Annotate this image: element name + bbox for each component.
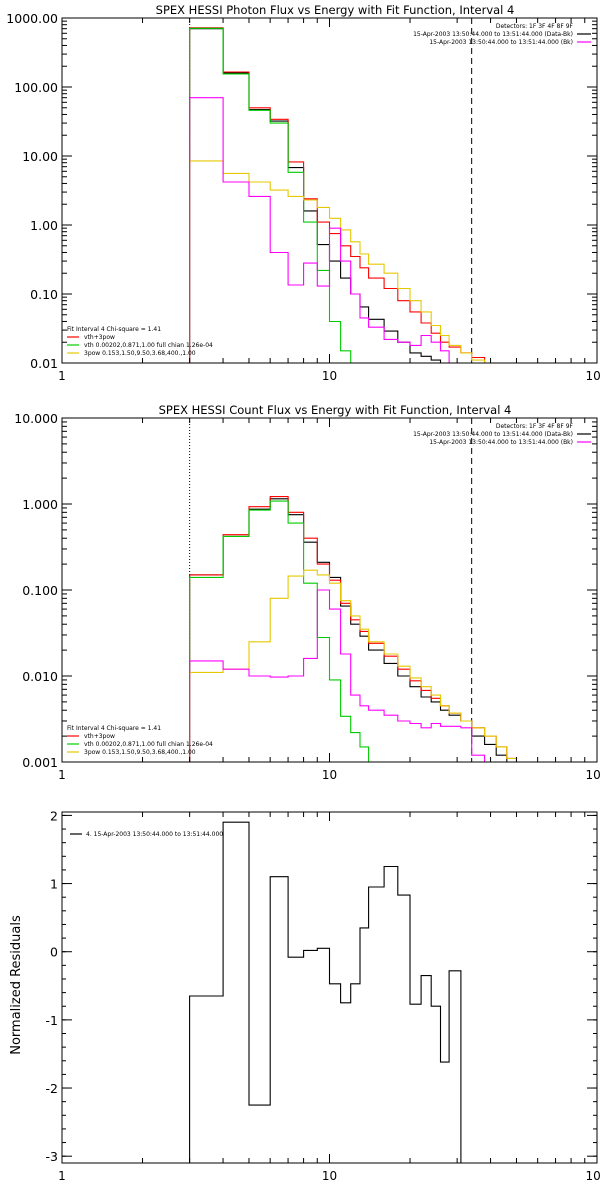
photon-flux-plot: 1 10 100 0.01 0.10 1.00 10.00 100.00 1000.00 Dete…: [6, 11, 600, 383]
x-tick-label: 10: [322, 1169, 337, 1183]
y-tick-label: 0.010: [22, 669, 58, 684]
series-bk: [189, 97, 517, 363]
y-tick-label: -2: [46, 1081, 58, 1096]
series-group: [189, 27, 517, 363]
y-tick-label: 0: [50, 945, 58, 960]
legend-bottom-entry: 3pow 0.153,1.50,9.50,3.68,400.,1.00: [84, 749, 196, 756]
legend-top-entry: Detectors: 1F 3F 4F 8F 9F: [496, 423, 574, 430]
series-3pow: [189, 569, 518, 762]
legend-bottom-entry: 3pow 0.153,1.50,9.50,3.68,400.,1.00: [84, 350, 196, 357]
y-tick-label: -3: [46, 1149, 58, 1164]
x-tick-label: 100: [586, 768, 600, 782]
series-data-bk: [189, 498, 517, 762]
legend-top-entry: 15-Apr-2003 13:50:44.000 to 13:51:44.000…: [429, 439, 573, 446]
y-tick-label: 0.10: [30, 287, 58, 302]
series-vth-3pow: [189, 27, 517, 363]
x-tick-label: 10: [322, 768, 337, 782]
x-tick-label: 1: [58, 369, 66, 383]
x-tick-label: 10: [322, 369, 337, 383]
legend-bottom-entry: Fit Interval 4 Chi-square = 1.41: [67, 725, 161, 732]
series-bk: [189, 589, 517, 762]
legend-bottom-entry: vth+3pow: [84, 334, 115, 341]
x-tick-label: 100: [586, 369, 600, 383]
legend-top-entry: 4. 15-Apr-2003 13:50:44.000 to 13:51:44.…: [86, 831, 223, 838]
residuals-panel: Normalized Residuals 1 10 100 -3 -2 -1 0 1 2 4. 1…: [9, 808, 600, 1183]
legend-top-entry: 15-Apr-2003 13:50:44.000 to 13:51:44.000…: [429, 39, 573, 46]
y-tick-label: 1: [50, 877, 58, 892]
axes-frame: [61, 811, 598, 1164]
y-tick-label: 1.000: [22, 497, 58, 512]
y-axis-label: Normalized Residuals: [9, 915, 24, 1055]
legend-top-entry: 15-Apr-2003 13:50:44.000 to 13:51:44.000…: [413, 31, 573, 38]
x-tick-label: 1: [58, 768, 66, 782]
series-group: [189, 496, 518, 762]
series-residuals: [189, 821, 472, 1163]
series-vth: [189, 500, 517, 762]
y-tick-label: 1.00: [30, 218, 58, 233]
y-tick-label: 1000.00: [6, 11, 58, 26]
legend-bottom-entry: vth 0.00202,0.871,1.00 full chian 1.26e-…: [84, 741, 213, 748]
legend-top-entry: 15-Apr-2003 13:50:44.000 to 13:51:44.000…: [413, 431, 573, 438]
series-data-bk: [189, 28, 517, 363]
y-tick-label: 0.100: [22, 583, 58, 598]
y-tick-label: 0.001: [22, 755, 58, 770]
y-tick-label: 2: [50, 808, 58, 823]
count-flux-plot: 1 10 100 0.001 0.010 0.100 1.000 10.000 Detector…: [14, 411, 600, 782]
x-tick-label: 1: [58, 1169, 66, 1183]
x-tick-label: 100: [586, 1169, 600, 1183]
residuals-plot: 1 10 100 -3 -2 -1 0 1 2 4. 15-Apr-2003 13:50:44.0…: [46, 808, 600, 1183]
photon-flux-panel: SPEX HESSI Photon Flux vs Energy with Fi…: [6, 3, 600, 383]
panel-title: SPEX HESSI Count Flux vs Energy with Fit…: [159, 403, 512, 417]
y-tick-label: 100.00: [14, 80, 58, 95]
series-group: [189, 821, 472, 1163]
legend-bottom-entry: vth 0.00202,0.871,1.00 full chian 1.26e-…: [84, 342, 213, 349]
y-tick-label: 0.01: [30, 356, 58, 371]
y-tick-label: -1: [46, 1013, 58, 1028]
legend-top-entry: Detectors: 1F 3F 4F 8F 9F: [496, 23, 574, 30]
legend-bottom-entry: vth+3pow: [84, 733, 115, 740]
series-3pow: [189, 160, 517, 363]
count-flux-panel: SPEX HESSI Count Flux vs Energy with Fit…: [14, 403, 600, 782]
y-tick-label: 10.000: [14, 411, 58, 426]
legend-bottom-entry: Fit Interval 4 Chi-square = 1.41: [67, 326, 161, 333]
series-vth: [189, 27, 517, 363]
panel-title: SPEX HESSI Photon Flux vs Energy with Fi…: [156, 3, 515, 17]
y-tick-label: 10.00: [22, 149, 58, 164]
